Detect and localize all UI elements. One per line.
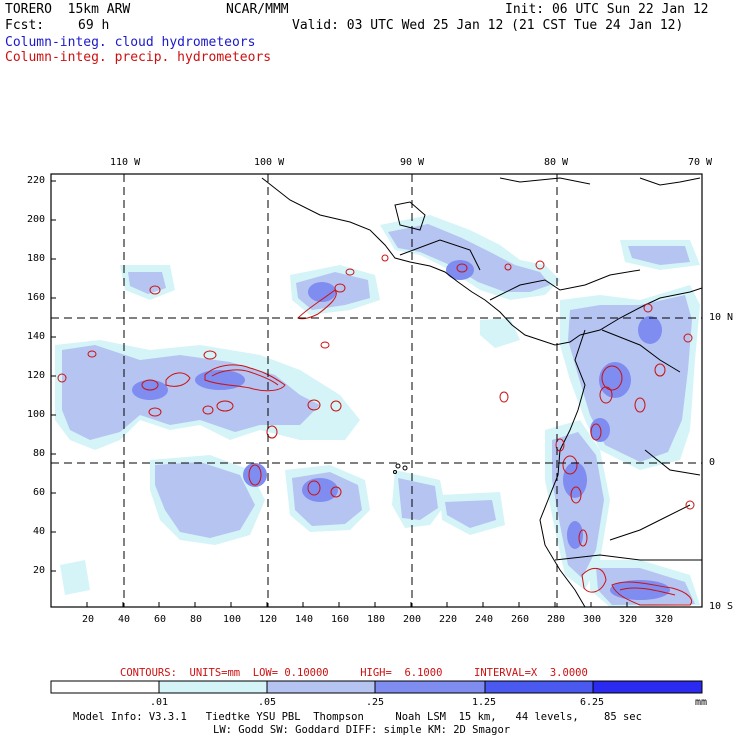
contours-info: CONTOURS: UNITS=mm LOW= 0.10000 HIGH= 6.… <box>120 667 588 679</box>
x-tick-label: 80 <box>190 614 203 625</box>
colorbar-label: .25 <box>366 697 385 708</box>
y-tick-label: 220 <box>27 175 46 186</box>
legend-cloud-hydrometeors: Column-integ. cloud hydrometeors <box>5 35 256 50</box>
x-tick-label: 200 <box>403 614 422 625</box>
lon-label-90w: 90 W <box>400 157 425 168</box>
x-tick-label: 180 <box>367 614 386 625</box>
colorbar-bin-6 <box>592 680 703 694</box>
colorbar-label: .01 <box>150 697 169 708</box>
colorbar <box>50 680 703 694</box>
lat-label-0: 0 <box>709 457 716 468</box>
valid-time: Valid: 03 UTC Wed 25 Jan 12 (21 CST Tue … <box>292 18 684 33</box>
colorbar-bin-2 <box>158 680 268 694</box>
y-tick-label: 160 <box>27 292 46 303</box>
x-tick-label: 280 <box>547 614 566 625</box>
x-tick-label: 140 <box>295 614 314 625</box>
x-tick-label: 320 <box>619 614 638 625</box>
x-tick-label: 220 <box>439 614 458 625</box>
x-tick-label: 40 <box>118 614 131 625</box>
x-tick-label: 120 <box>259 614 278 625</box>
lon-label-100w: 100 W <box>254 157 285 168</box>
lat-label-10s: 10 S <box>709 601 734 612</box>
x-tick-label: 160 <box>331 614 350 625</box>
lat-lon-grid <box>51 174 702 607</box>
plot-frame <box>50 173 703 608</box>
colorbar-label: 6.25 <box>580 697 605 708</box>
forecast-hour: 69 h <box>78 18 110 33</box>
x-tick-label: 300 <box>583 614 602 625</box>
model-info-line-2: LW: Godd SW: Goddard DIFF: simple KM: 2D… <box>213 724 511 736</box>
x-tick-label: 100 <box>223 614 242 625</box>
y-tick-label: 200 <box>27 214 46 225</box>
lon-label-80w: 80 W <box>544 157 569 168</box>
lon-label-110w: 110 W <box>110 157 141 168</box>
forecast-label: Fcst: <box>5 18 45 33</box>
colorbar-bin-4 <box>374 680 486 694</box>
x-tick-label: 320 <box>655 614 674 625</box>
cloud-shading-dark <box>132 260 670 600</box>
x-tick-label: 260 <box>511 614 530 625</box>
precip-contours <box>57 254 695 606</box>
x-tick-label: 240 <box>475 614 494 625</box>
y-tick-label: 100 <box>27 409 46 420</box>
colorbar-bin-1 <box>50 680 160 694</box>
y-tick-label: 80 <box>33 448 46 459</box>
y-tick-label: 140 <box>27 331 46 342</box>
axis-ticks <box>51 180 628 607</box>
y-tick-label: 120 <box>27 370 46 381</box>
colorbar-unit: mm <box>695 697 708 708</box>
colorbar-label: .05 <box>258 697 277 708</box>
x-tick-label: 60 <box>154 614 167 625</box>
y-tick-label: 20 <box>33 565 46 576</box>
colorbar-bin-5 <box>484 680 594 694</box>
init-time: Init: 06 UTC Sun 22 Jan 12 <box>505 2 709 17</box>
org-label: NCAR/MMM <box>226 2 289 17</box>
model-title: TORERO 15km ARW <box>5 2 131 17</box>
colorbar-bin-3 <box>266 680 376 694</box>
y-tick-label: 40 <box>33 526 46 537</box>
y-tick-label: 60 <box>33 487 46 498</box>
legend-precip-hydrometeors: Column-integ. precip. hydrometeors <box>5 50 272 65</box>
lat-label-10n: 10 N <box>709 312 734 323</box>
y-tick-label: 180 <box>27 253 46 264</box>
model-info-line-1: Model Info: V3.3.1 Tiedtke YSU PBL Thomp… <box>73 711 642 723</box>
x-tick-label: 20 <box>82 614 95 625</box>
lon-label-70w: 70 W <box>688 157 713 168</box>
colorbar-label: 1.25 <box>472 697 497 708</box>
